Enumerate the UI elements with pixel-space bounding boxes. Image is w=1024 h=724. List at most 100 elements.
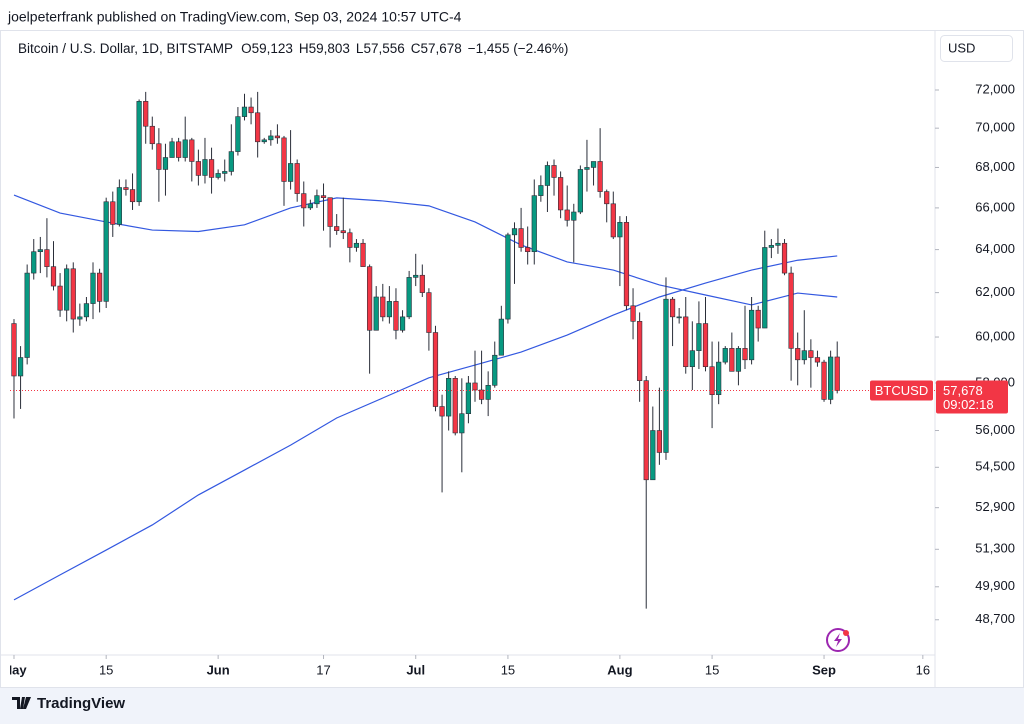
candle-body [162, 157, 169, 170]
candle-body [24, 272, 30, 358]
candle-body [320, 195, 327, 198]
candle-body [406, 277, 412, 318]
candle-body [353, 242, 360, 248]
candle-body [156, 143, 162, 170]
price-axis: 72,000 70,000 68,000 66,000 64,000 62,000 60,0… [870, 81, 1015, 626]
candle-body [558, 177, 564, 211]
candle-body [235, 116, 241, 152]
candle-body [386, 301, 392, 318]
candle-body [281, 137, 287, 182]
legend-key: C [411, 41, 421, 56]
y-tick-label: 49,900 [975, 578, 1015, 593]
price-tag-value: 57,678 [943, 383, 983, 398]
candle-body [90, 272, 96, 304]
candle-body [702, 323, 709, 368]
x-tick-label: 15 [99, 662, 113, 677]
legend-value: 59,803 [309, 41, 350, 56]
legend-value: 57,678 [420, 41, 461, 56]
candle-body [307, 203, 313, 209]
candle-body [31, 251, 37, 274]
y-tick-label: 48,700 [975, 611, 1015, 626]
y-tick-label: 70,000 [975, 120, 1015, 135]
candle-body [716, 361, 722, 396]
candle-body [485, 385, 491, 400]
currency-button[interactable] [940, 35, 1013, 62]
footer-brand[interactable]: TradingView [37, 695, 125, 712]
y-tick-label: 60,000 [975, 328, 1015, 343]
candle-body [623, 222, 630, 307]
x-tick-label: May [1, 662, 27, 677]
candle-body [544, 165, 551, 186]
candle-body [413, 274, 419, 278]
candle-body [432, 332, 439, 407]
candle-body [419, 274, 425, 293]
candle-body [373, 296, 379, 331]
candle-body [742, 348, 748, 361]
candle-body [110, 201, 116, 225]
candle-body [70, 268, 76, 320]
candle-body [478, 389, 485, 400]
candle-body [274, 135, 281, 139]
candle-body [215, 173, 221, 178]
candle-body [505, 234, 511, 320]
legend-key: H [299, 41, 309, 56]
candle-body [426, 292, 432, 333]
candle-body [683, 316, 689, 368]
candle-body [781, 242, 788, 274]
currency[interactable]: USD [948, 40, 975, 55]
candle-body [149, 125, 155, 145]
alert-dot[interactable] [843, 630, 849, 636]
x-tick-label: Aug [607, 662, 632, 677]
x-tick-label: 15 [501, 662, 515, 677]
candle-body [584, 167, 590, 170]
footer-logo[interactable]: TradingView [12, 695, 125, 712]
moving-average [13, 194, 838, 306]
candle-body [669, 298, 676, 318]
candle-body [814, 357, 821, 363]
candle-body [590, 161, 597, 168]
price-tag-countdown: 09:02:18 [943, 397, 994, 412]
candle-body [571, 211, 577, 221]
candle-body [795, 348, 801, 361]
candle-body [729, 348, 735, 372]
alert-icon[interactable] [826, 628, 850, 652]
candle-body [610, 203, 616, 238]
y-tick-label: 72,000 [975, 81, 1015, 96]
plot [10, 91, 935, 609]
candle-body [17, 357, 24, 377]
candle-body [228, 151, 234, 172]
candle-body [294, 163, 300, 194]
y-tick-label: 66,000 [975, 199, 1015, 214]
logo-mark[interactable] [12, 697, 31, 709]
candle-body [452, 378, 458, 434]
candle-body [696, 323, 702, 351]
symbol: Bitcoin / U.S. Dollar, 1D, BITSTAMP [18, 41, 233, 56]
legend-key: O [241, 41, 252, 56]
y-tick-label: 51,300 [975, 541, 1015, 556]
y-tick-label: 52,900 [975, 499, 1015, 514]
y-tick-label: 56,000 [975, 422, 1015, 437]
y-tick-label: 54,500 [975, 459, 1015, 474]
candle-body [268, 135, 274, 141]
candle-body [169, 141, 175, 158]
alert-bolt[interactable] [834, 633, 842, 647]
candle-body [604, 191, 610, 205]
candle-body [195, 161, 201, 176]
candle-body [828, 356, 834, 400]
candle-body [103, 201, 109, 302]
candle-body [57, 285, 63, 311]
candle-body [538, 185, 544, 196]
candle-body [393, 301, 399, 331]
candle-body [50, 266, 57, 287]
candle-body [459, 413, 465, 434]
candle-body [722, 348, 728, 363]
candle-body [287, 163, 294, 182]
price-tag [936, 380, 1008, 414]
candle-body [182, 139, 188, 158]
candle-body [525, 247, 531, 253]
candle-body [709, 366, 715, 396]
candle-body [446, 378, 452, 417]
candle-body [531, 195, 537, 253]
